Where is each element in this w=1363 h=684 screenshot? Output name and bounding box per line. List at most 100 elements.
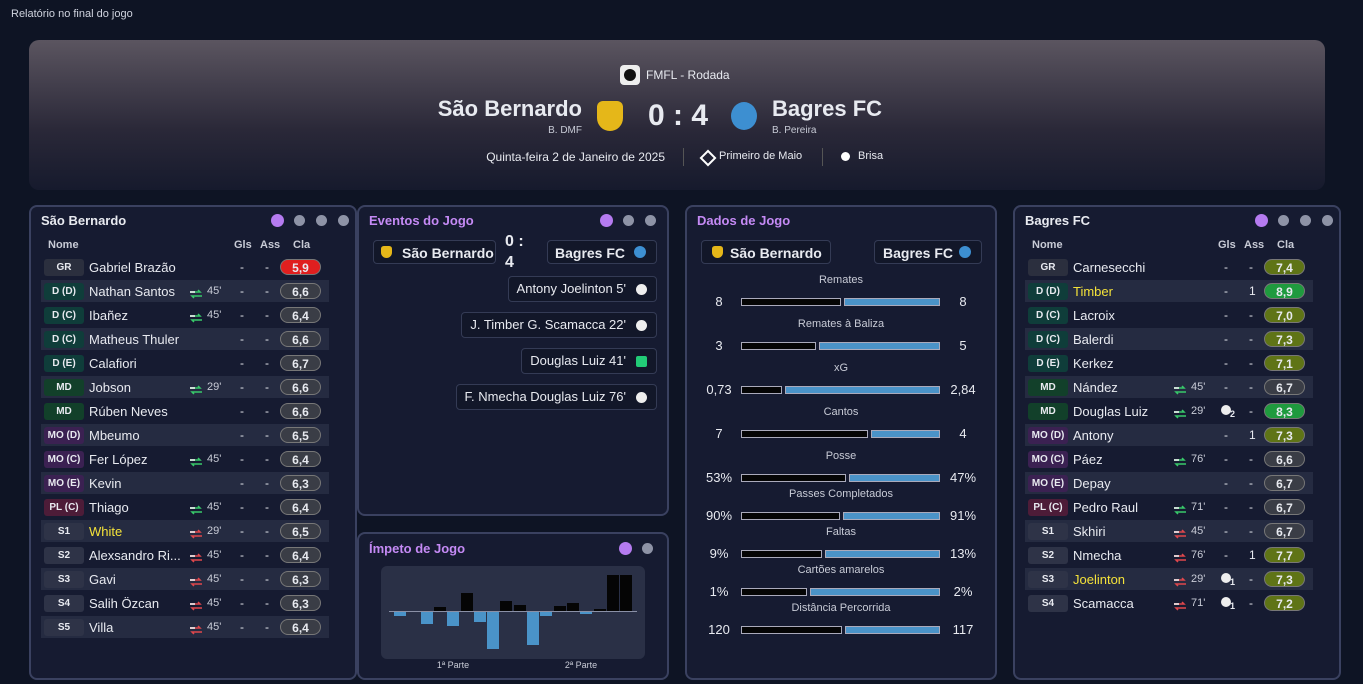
- rating: 6,4: [280, 619, 321, 635]
- player-name: Depay: [1073, 476, 1111, 491]
- team-name: São Bernardo: [730, 245, 822, 261]
- stat-label: xG: [833, 362, 849, 374]
- assists: 1: [1249, 548, 1256, 562]
- away-bar: [844, 626, 940, 634]
- team-name: São Bernardo: [402, 245, 494, 261]
- sub-minute: 45': [1191, 525, 1206, 537]
- assists: -: [1249, 452, 1253, 466]
- sub-icon: [189, 622, 203, 640]
- event-icon: [636, 320, 647, 331]
- assists: -: [265, 572, 269, 586]
- position-badge: D (E): [1028, 355, 1068, 372]
- home-team: São Bernardo: [437, 96, 582, 121]
- momentum-bar: [553, 606, 566, 611]
- rating: 5,9: [280, 259, 321, 275]
- assists: -: [1249, 404, 1253, 418]
- sub-minute: 76': [1191, 453, 1206, 465]
- position-badge: MO (E): [1028, 475, 1068, 492]
- assists: -: [1249, 572, 1253, 586]
- event-item: Antony Joelinton 5': [507, 276, 657, 302]
- sub-minute: 45': [207, 549, 222, 561]
- position-badge: D (C): [44, 307, 84, 324]
- sub-minute: 29': [1191, 573, 1206, 585]
- away-value: 2,84: [950, 382, 976, 397]
- away-value: 91%: [949, 508, 977, 523]
- team-crest: [959, 246, 971, 258]
- away-bar: [818, 342, 940, 350]
- window-title: Relatório no final do jogo: [11, 8, 133, 20]
- team-name: Bagres FC: [555, 245, 626, 261]
- position-badge: MD: [44, 403, 84, 420]
- goals: -: [1224, 428, 1228, 442]
- position-badge: MD: [1028, 379, 1068, 396]
- half-label: 2ª Parte: [564, 660, 598, 670]
- stat-label: Posse: [825, 450, 857, 462]
- player-name: Balerdi: [1073, 332, 1114, 347]
- sub-icon: [189, 598, 203, 616]
- sub-minute: 45': [207, 501, 222, 513]
- sub-icon: [189, 502, 203, 520]
- event-text: Antony Joelinton 5': [516, 281, 626, 296]
- assists: -: [1249, 332, 1253, 346]
- home-bar: [741, 430, 868, 438]
- score: 0 : 4: [647, 99, 709, 132]
- home-bar: [741, 298, 841, 306]
- event-score: 0 : 4: [505, 233, 524, 271]
- home-bar: [741, 626, 842, 634]
- position-badge: D (D): [44, 283, 84, 300]
- home-value: 0,73: [706, 382, 732, 397]
- player-row: [1025, 328, 1313, 350]
- separator: [822, 148, 823, 166]
- position-badge: S1: [1028, 523, 1068, 540]
- goals: 1: [1230, 601, 1236, 611]
- momentum-bar: [460, 593, 473, 611]
- rating: 6,4: [280, 547, 321, 563]
- momentum-bar: [527, 612, 539, 646]
- goals: -: [1224, 476, 1228, 490]
- goals: -: [240, 356, 244, 370]
- weather-icon: [841, 152, 850, 161]
- player-name: Mbeumo: [89, 428, 140, 443]
- away-bar: [810, 588, 940, 596]
- sub-icon: [1173, 550, 1187, 568]
- header-card: [29, 40, 1325, 190]
- player-row: [41, 568, 329, 590]
- rating: 6,3: [280, 595, 321, 611]
- team-name: Bagres FC: [883, 245, 954, 261]
- home-value: 3: [715, 338, 723, 353]
- momentum-bar: [487, 612, 500, 649]
- player-name: Calafiori: [89, 356, 137, 371]
- goals: 1: [1230, 577, 1236, 587]
- rating: 8,3: [1264, 403, 1305, 419]
- column-header: Cla: [293, 239, 311, 251]
- goals: -: [240, 308, 244, 322]
- away-crest: [731, 102, 757, 130]
- team-chip: São Bernardo: [701, 240, 831, 264]
- assists: -: [265, 524, 269, 538]
- assists: -: [1249, 356, 1253, 370]
- competition: FMFL - Rodada: [646, 68, 730, 82]
- rating: 6,6: [280, 283, 321, 299]
- position-badge: MD: [44, 379, 84, 396]
- momentum-bar: [606, 574, 619, 611]
- position-badge: MO (D): [44, 427, 84, 444]
- rating: 6,3: [280, 571, 321, 587]
- panel-title: Bagres FC: [1025, 213, 1091, 228]
- player-row: [41, 328, 329, 350]
- rating: 7,3: [1264, 571, 1305, 587]
- player-name: Timber: [1073, 284, 1113, 299]
- column-header: Gls: [1218, 239, 1236, 251]
- column-header: Nome: [1032, 239, 1063, 251]
- player-name: Joelinton: [1073, 572, 1126, 587]
- rating: 6,4: [280, 307, 321, 323]
- position-badge: PL (C): [1028, 499, 1068, 516]
- panel: [685, 205, 997, 680]
- rating: 6,6: [280, 379, 321, 395]
- away-value: 2%: [953, 584, 973, 599]
- goals: -: [240, 404, 244, 418]
- assists: -: [1249, 308, 1253, 322]
- team-chip: São Bernardo: [373, 240, 496, 264]
- momentum-bar: [420, 612, 433, 624]
- column-header: Nome: [48, 239, 79, 251]
- assists: -: [265, 548, 269, 562]
